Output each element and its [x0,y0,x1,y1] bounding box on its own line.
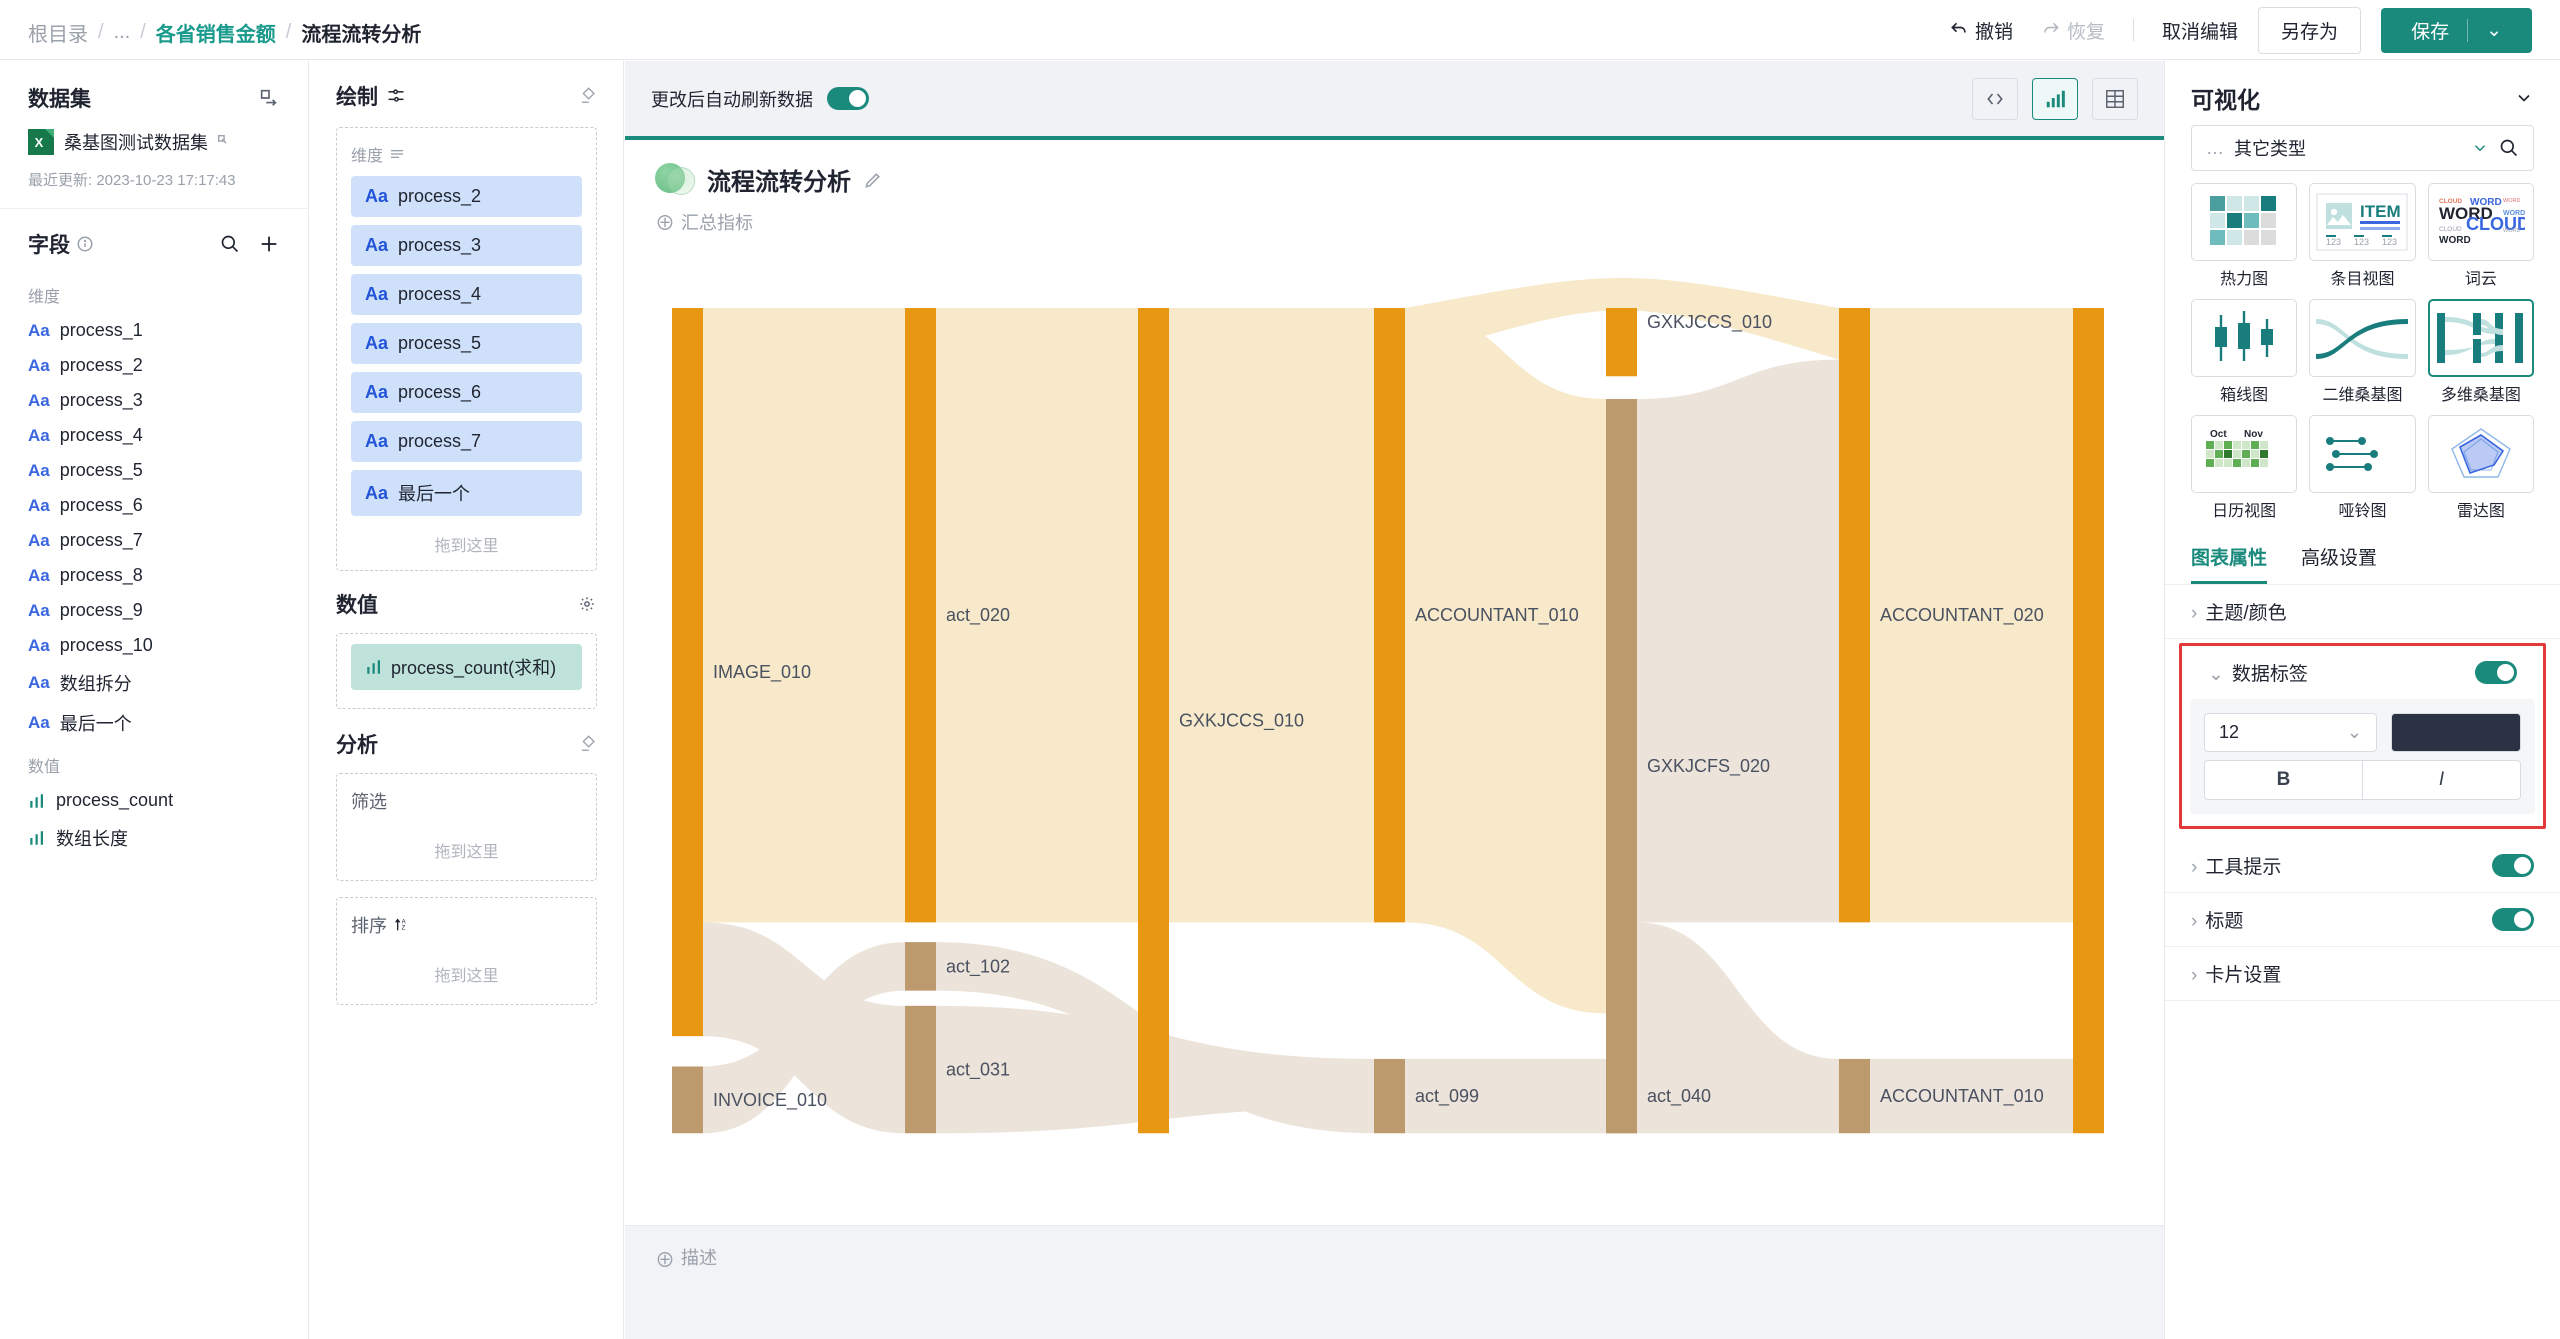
svg-text:Nov: Nov [2244,429,2263,440]
svg-text:Oct: Oct [2210,429,2227,440]
svg-text:IMAGE_010: IMAGE_010 [713,662,811,683]
svg-text:X: X [35,135,44,150]
svg-text:act_040: act_040 [1647,1086,1711,1107]
svg-text:123: 123 [2354,237,2369,247]
svg-text:GXKJCCS_010: GXKJCCS_010 [1179,711,1304,732]
svg-text:Z: Z [402,926,406,932]
svg-text:CLOUD: CLOUD [2439,226,2462,233]
svg-text:INVOICE_010: INVOICE_010 [713,1090,827,1111]
svg-text:123: 123 [2382,237,2397,247]
svg-text:ACCOUNTANT_010: ACCOUNTANT_010 [1415,605,1579,626]
svg-text:123: 123 [2326,237,2341,247]
svg-text:act_020: act_020 [946,605,1010,626]
svg-text:ACCOUNTANT_010: ACCOUNTANT_010 [1880,1086,2044,1107]
svg-text:ITEM: ITEM [2360,202,2401,221]
svg-text:WORD: WORD [2439,235,2471,246]
svg-text:act_102: act_102 [946,956,1010,977]
svg-text:GXKJCCS_010: GXKJCCS_010 [1647,312,1772,333]
svg-text:act_099: act_099 [1415,1086,1479,1107]
svg-text:WORD: WORD [2503,228,2520,234]
svg-text:GXKJCFS_020: GXKJCFS_020 [1647,756,1770,777]
svg-text:WORD: WORD [2503,198,2520,204]
svg-text:act_031: act_031 [946,1060,1010,1081]
svg-text:ACCOUNTANT_020: ACCOUNTANT_020 [1880,605,2044,626]
svg-text:A: A [402,920,406,926]
